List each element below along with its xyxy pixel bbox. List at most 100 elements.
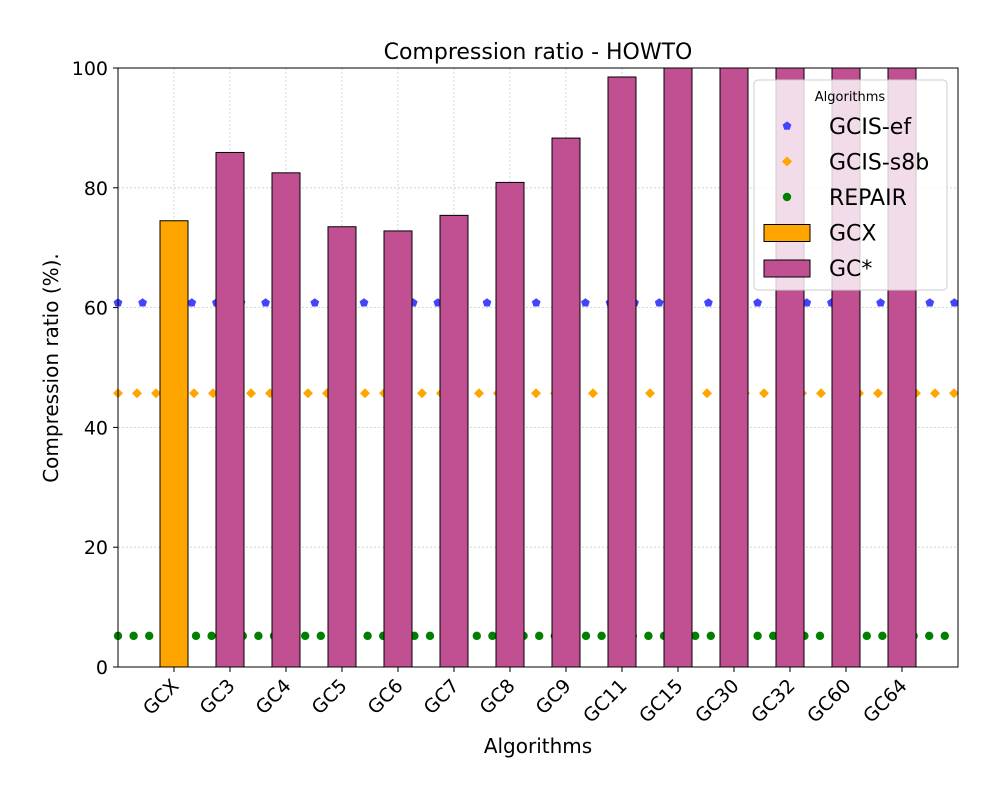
refline-marker [816,388,826,399]
legend-item-repair: REPAIR [782,186,907,211]
refline-marker [359,298,369,307]
refline-marker [581,298,590,307]
x-tick-label: GC7 [420,675,464,719]
legend-item-gcis-s8b: GCIS-s8b [782,151,929,176]
refline-marker [753,631,762,641]
legend-label: GCIS-s8b [829,151,929,176]
y-axis: 0 20 40 60 80 100 [72,58,118,679]
refline-marker [145,631,154,641]
x-tick-label: GC32 [747,675,799,727]
refline-marker [862,631,871,641]
legend-item-gcstar: GC* [763,257,872,282]
y-tick-label: 0 [96,657,108,679]
x-tick-label: GCX [139,675,184,720]
refline-marker [535,631,544,641]
refline-marker [588,388,598,399]
refline-marker [191,631,201,641]
refline-marker [207,631,216,641]
x-tick-label: GC30 [691,675,743,727]
refline-marker [488,631,497,641]
chart-title: Compression ratio - HOWTO [384,40,693,65]
y-axis-label: Compression ratio (%). [39,253,63,483]
bar-gc8 [495,181,525,668]
refline-marker [310,298,320,307]
bar-gc4 [271,172,301,668]
refline-marker [417,388,427,399]
x-tick-label: GC4 [252,675,296,719]
bars [159,67,917,668]
refline-marker [878,631,887,641]
refline-marker [187,298,197,307]
refline-marker [815,631,825,641]
refline-marker [950,298,959,307]
refline-marker [645,388,655,399]
refline-marker [138,298,147,307]
bar-gcx [159,220,189,668]
refline-marker [254,631,263,641]
refline-marker [151,388,161,399]
refline-marker [303,388,313,399]
y-tick-label: 20 [84,537,108,559]
plot-frame [117,67,959,668]
refline-marker [189,388,199,399]
refline-marker [316,631,325,641]
x-tick-label: GC5 [308,675,352,719]
bar-gc3 [215,151,245,668]
refline-marker [925,298,935,307]
legend-marker [782,156,792,167]
legend-title: Algorithms [815,90,886,105]
legend-marker [782,192,792,202]
y-tick-label: 80 [84,178,108,200]
bar-gc15 [663,67,693,668]
refline-marker [759,388,769,399]
refline-marker [581,631,591,641]
refline-marker [301,631,310,641]
legend-swatch [763,224,811,242]
refline-marker [925,631,934,641]
refline-marker [753,298,762,307]
legend-item-gcx: GCX [763,222,876,247]
legend: Algorithms GCIS-ef GCIS-s8b REPAIR GCX GC* [753,79,948,291]
x-axis-label: Algorithms [484,734,592,758]
bar-gc9 [551,137,581,668]
refline-marker [654,298,664,307]
refline-marker [873,388,883,399]
bar-gc30 [719,67,749,668]
x-tick-label: GC6 [364,675,408,719]
refline-marker [425,631,435,641]
refline-marker [706,631,715,641]
y-tick-label: 40 [84,417,108,439]
refline-marker [644,631,653,641]
refline-marker [691,631,700,641]
x-tick-label: GC15 [635,675,687,727]
x-tick-label: GC64 [859,675,911,727]
refline-marker [930,388,940,399]
x-tick-label: GC3 [196,675,240,719]
bar-gc11 [607,76,637,668]
refline-marker [482,298,492,307]
refline-marker [531,298,541,307]
refline-marker [940,631,949,641]
refline-marker [132,388,142,399]
y-tick-label: 60 [84,298,108,320]
legend-label: GCX [829,222,876,247]
legend-marker [782,121,792,130]
refline-marker [129,631,138,641]
refline-marker [802,298,812,307]
x-tick-label: GC8 [476,675,520,719]
x-tick-label: GC11 [579,675,631,727]
legend-label: GCIS-ef [829,115,912,140]
x-tick-label: GC60 [803,675,855,727]
y-tick-label: 100 [72,58,108,80]
refline-marker [704,298,713,307]
refline-marker [261,298,270,307]
legend-swatch [763,259,811,278]
refline-marker [474,388,484,399]
refline-marker [702,388,712,399]
refline-marker [246,388,256,399]
refline-marker [360,388,370,399]
x-tick-label: GC9 [532,675,576,719]
bar-gc5 [327,226,357,668]
x-axis: GCX GC3 GC4 GC5 GC6 GC7 GC8 GC9 GC11 GC15 GC30 GC32… [139,667,912,727]
